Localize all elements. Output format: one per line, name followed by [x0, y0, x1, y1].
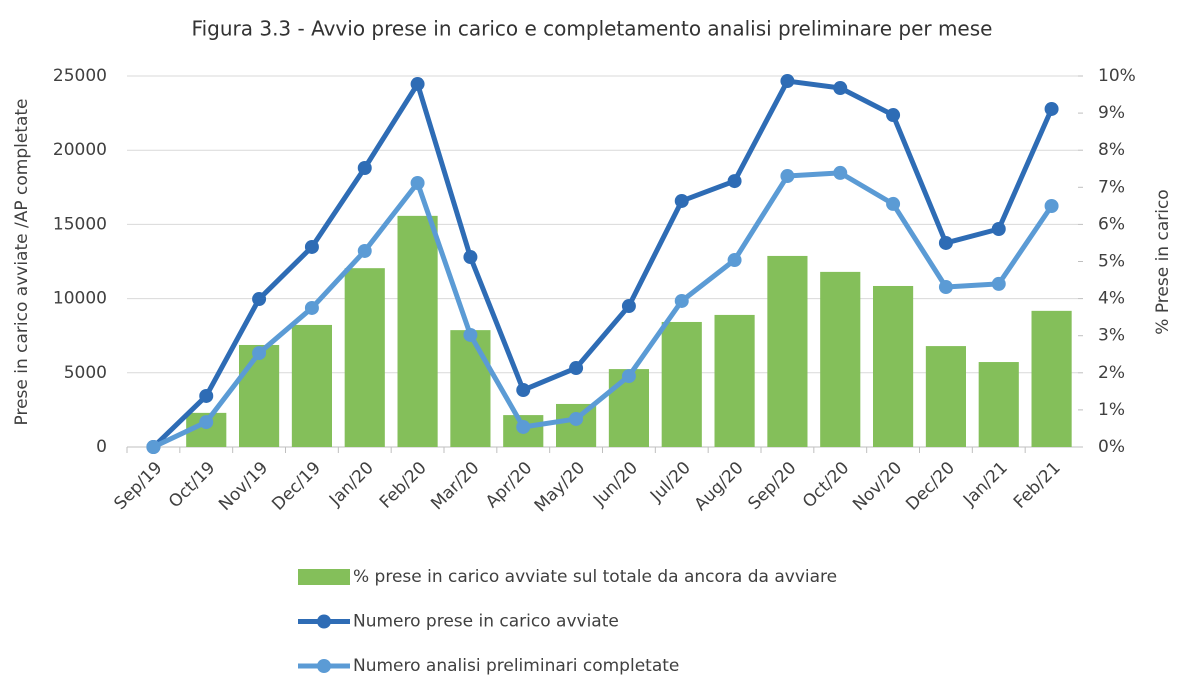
- line: [151, 78, 1054, 449]
- legend-label: Numero prese in carico avviate: [353, 612, 619, 632]
- bar: [925, 346, 966, 447]
- x-tick-label: Nov/19: [215, 458, 272, 515]
- bar: [873, 285, 914, 447]
- y2-tick-label: 2%: [1098, 363, 1125, 383]
- x-tick-label: Oct/19: [165, 458, 219, 512]
- legend-marker: [317, 614, 331, 629]
- legend-label: Numero analisi preliminari completate: [353, 656, 679, 676]
- marker: [463, 327, 478, 342]
- y2-tick-label: 8%: [1098, 140, 1125, 160]
- bar: [820, 271, 861, 447]
- y-tick-label: 5000: [64, 363, 107, 383]
- marker: [886, 196, 901, 211]
- y-tick-label: 0: [96, 437, 107, 457]
- bar: [344, 268, 385, 447]
- x-tick-label: Oct/20: [799, 458, 853, 512]
- x-tick-label: Jan/21: [959, 458, 1012, 511]
- x-tick-label: Jul/20: [646, 458, 695, 507]
- x-tick-label: May/20: [531, 458, 589, 516]
- x-tick-label: Jan/20: [325, 458, 378, 511]
- marker: [833, 81, 848, 96]
- x-tick-label: Dec/19: [268, 458, 325, 515]
- marker: [410, 175, 425, 190]
- legend-label: % prese in carico avviate sul totale da …: [353, 567, 837, 587]
- x-tick-label: Aug/20: [691, 458, 748, 515]
- marker: [991, 276, 1006, 291]
- y2-tick-label: 7%: [1098, 177, 1125, 197]
- bar: [767, 255, 808, 447]
- legend-marker: [317, 659, 331, 673]
- y2-tick-label: 0%: [1098, 437, 1125, 457]
- marker: [1044, 198, 1059, 213]
- marker: [252, 346, 267, 361]
- marker: [199, 415, 214, 430]
- marker: [463, 250, 478, 265]
- marker: [727, 253, 742, 268]
- marker: [621, 299, 636, 314]
- chart-title: Figura 3.3 - Avvio prese in carico e com…: [192, 17, 993, 41]
- y2-tick-label: 1%: [1098, 400, 1125, 420]
- x-tick-label: Feb/20: [376, 458, 431, 513]
- marker: [938, 280, 953, 295]
- marker: [357, 161, 372, 176]
- marker: [357, 243, 372, 258]
- bar: [661, 321, 702, 447]
- marker: [304, 239, 319, 254]
- y-tick-label: 20000: [53, 140, 107, 160]
- y2-tick-label: 6%: [1098, 214, 1125, 234]
- marker: [516, 419, 531, 434]
- y2-tick-label: 4%: [1098, 289, 1125, 309]
- bar: [714, 314, 755, 447]
- marker: [991, 222, 1006, 237]
- x-tick-label: Feb/21: [1010, 458, 1065, 513]
- marker: [938, 235, 953, 250]
- y-axis-title: Prese in carico avviate /AP completate: [12, 99, 32, 426]
- marker: [780, 169, 795, 184]
- legend-swatch: [298, 569, 350, 585]
- x-tick-label: Mar/20: [427, 458, 483, 514]
- marker: [727, 174, 742, 189]
- y2-axis-title: % Prese in carico: [1153, 189, 1173, 334]
- y2-tick-label: 3%: [1098, 326, 1125, 346]
- marker: [410, 77, 425, 92]
- y2-tick-label: 9%: [1098, 103, 1125, 123]
- marker: [833, 165, 848, 180]
- bar: [450, 330, 491, 447]
- x-tick-label: Sep/20: [744, 458, 800, 514]
- line: [152, 170, 1054, 450]
- marker: [886, 108, 901, 123]
- marker: [780, 74, 795, 89]
- x-tick-label: Nov/20: [849, 458, 906, 515]
- x-tick-label: Sep/19: [110, 458, 166, 514]
- x-tick-label: Jun/20: [589, 458, 642, 511]
- marker: [516, 383, 531, 398]
- y-tick-label: 15000: [53, 214, 107, 234]
- y2-tick-label: 10%: [1098, 66, 1136, 86]
- y2-tick-label: 5%: [1098, 252, 1125, 272]
- marker: [304, 300, 319, 315]
- bar: [1031, 310, 1072, 447]
- bar: [291, 324, 332, 447]
- marker: [674, 193, 689, 208]
- marker: [146, 440, 161, 454]
- x-tick-label: Apr/20: [482, 458, 536, 512]
- marker: [569, 411, 584, 426]
- marker: [674, 293, 689, 308]
- marker: [1044, 101, 1059, 116]
- bar: [397, 215, 438, 447]
- y-tick-label: 25000: [53, 66, 107, 86]
- marker: [569, 361, 584, 376]
- bar: [978, 362, 1019, 447]
- marker: [199, 388, 214, 403]
- bar: [239, 344, 280, 447]
- x-tick-label: Dec/20: [902, 458, 959, 515]
- y-tick-label: 10000: [53, 289, 107, 309]
- marker: [621, 369, 636, 384]
- marker: [252, 292, 267, 307]
